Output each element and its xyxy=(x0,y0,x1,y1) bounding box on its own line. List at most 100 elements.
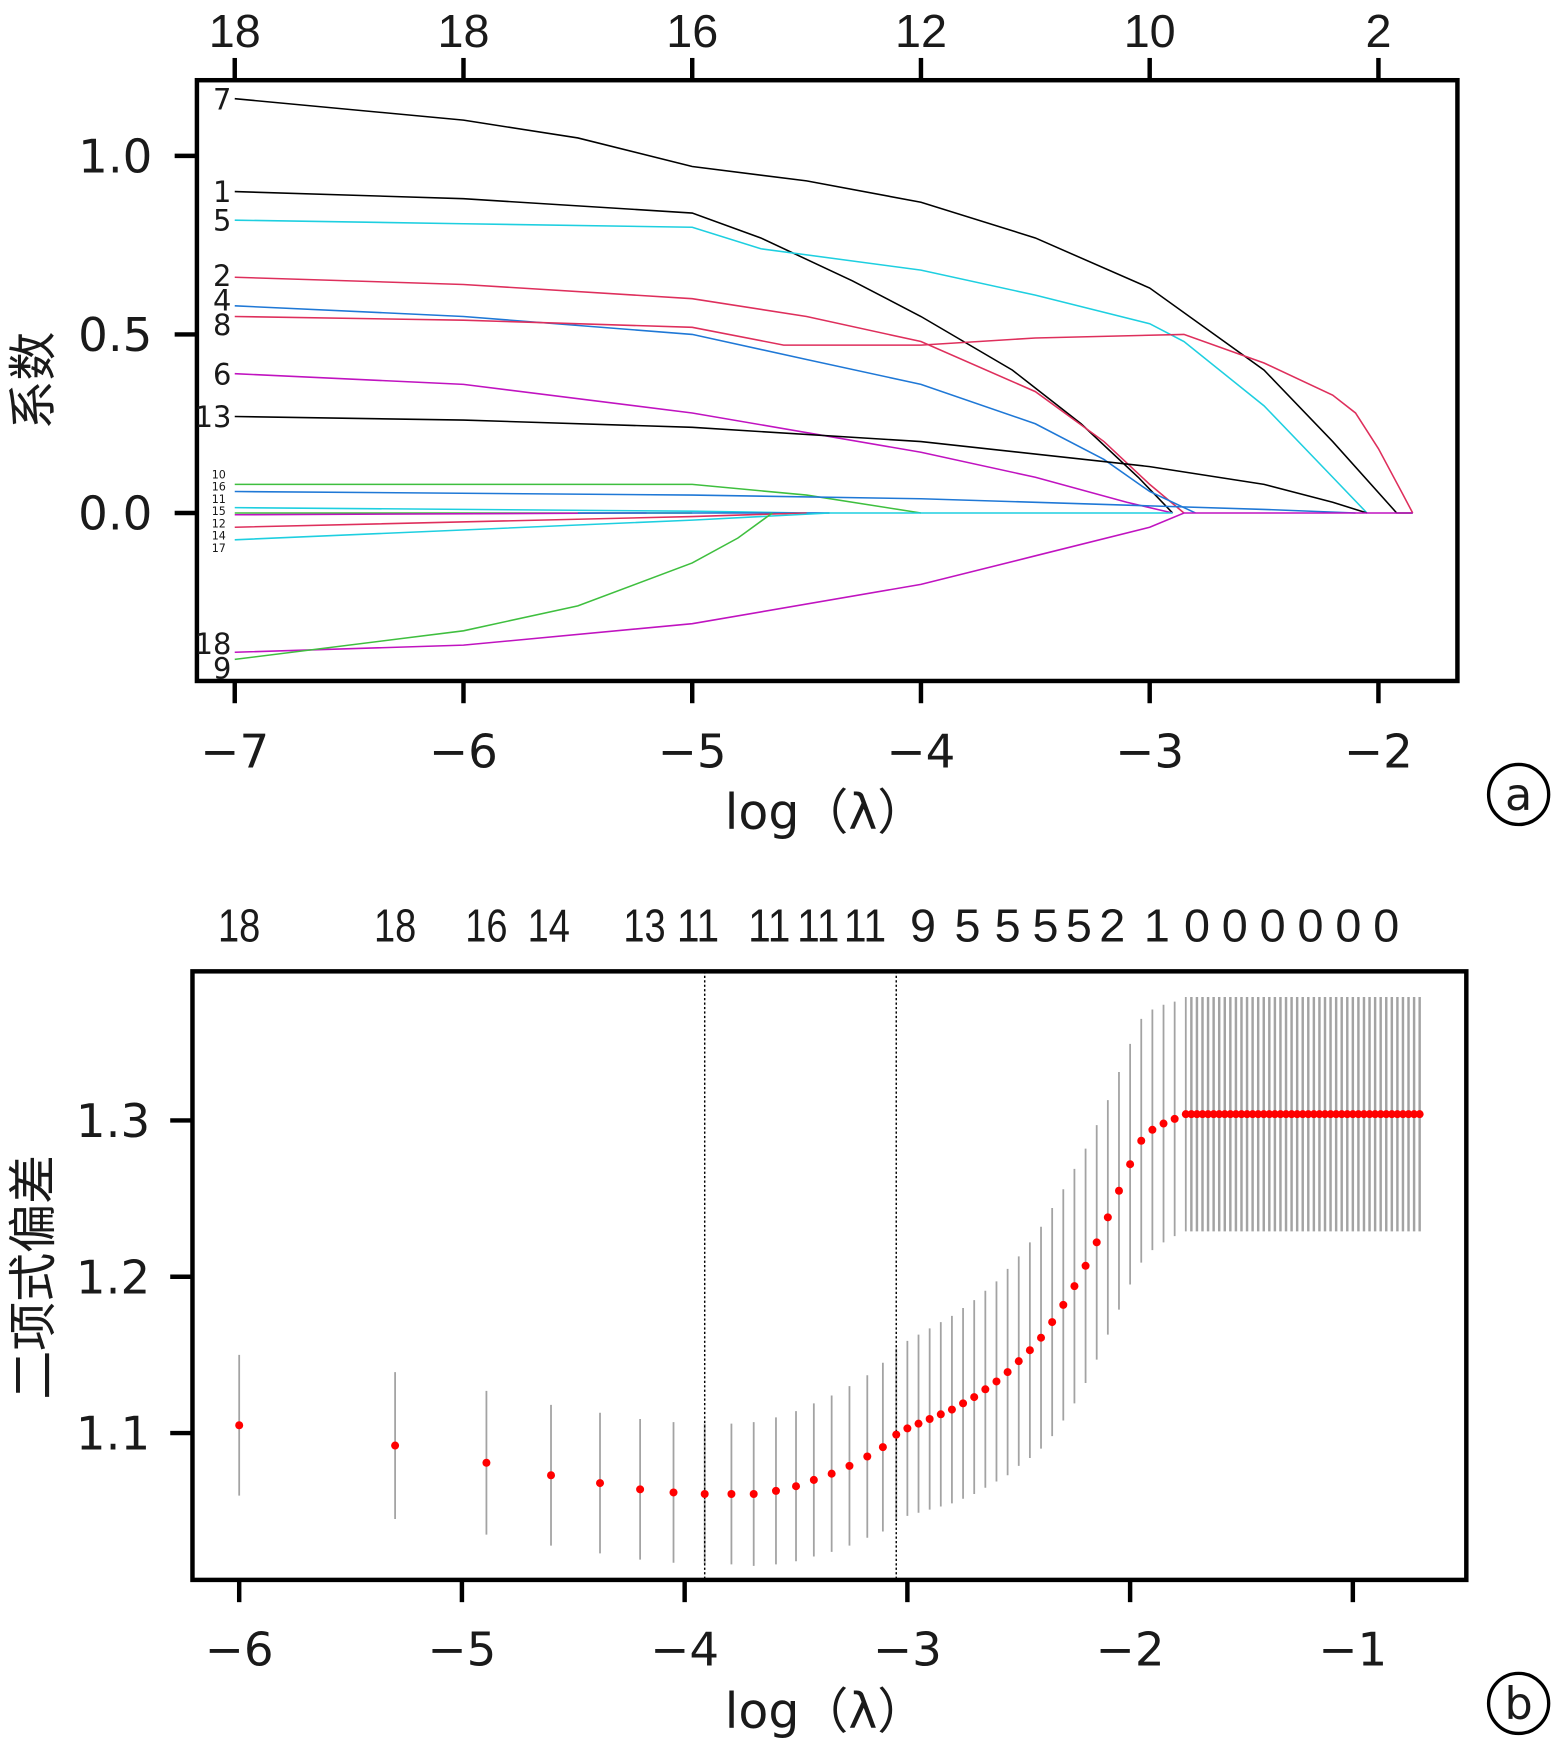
variable-label: 7 xyxy=(213,82,231,116)
coef-path-var-2 xyxy=(234,276,1185,514)
deviance-point xyxy=(1081,1261,1090,1270)
plot-frame xyxy=(194,77,1460,684)
variable-label: 9 xyxy=(213,652,231,686)
coef-path-var-17 xyxy=(234,512,830,541)
panel-label-circle xyxy=(1486,1671,1551,1736)
deviance-point xyxy=(1187,1110,1196,1119)
y-axis-title: 二项式偏差 xyxy=(5,1155,62,1400)
deviance-point xyxy=(1204,1110,1213,1119)
deviance-point xyxy=(1415,1110,1424,1119)
deviance-point xyxy=(1326,1110,1335,1119)
variable-label: 5 xyxy=(213,204,231,238)
variable-label: 16 xyxy=(212,481,226,494)
variable-label: 15 xyxy=(212,505,226,518)
deviance-point xyxy=(1387,1110,1396,1119)
deviance-point xyxy=(1025,1346,1034,1355)
x-tick-label: −5 xyxy=(658,726,727,780)
coef-path-var-6 xyxy=(234,372,1173,514)
top-axis-label: 11 xyxy=(677,899,719,951)
y-tick-label: 0.5 xyxy=(78,309,152,363)
coef-path-var-16 xyxy=(234,490,1356,514)
deviance-point xyxy=(1354,1110,1363,1119)
variable-label: 6 xyxy=(213,357,231,391)
deviance-point xyxy=(1287,1110,1296,1119)
variable-label: 12 xyxy=(212,517,226,530)
deviance-point xyxy=(1282,1110,1291,1119)
deviance-point xyxy=(1114,1186,1123,1195)
deviance-point xyxy=(700,1490,709,1499)
deviance-point xyxy=(903,1424,912,1433)
deviance-point xyxy=(947,1405,956,1414)
deviance-point xyxy=(1070,1282,1079,1291)
x-axis-title: log（λ） xyxy=(725,784,926,841)
variable-label: 18 xyxy=(195,627,232,661)
x-tick-label: −2 xyxy=(1344,726,1413,780)
top-axis-label: 9 xyxy=(910,899,936,951)
deviance-point xyxy=(1404,1110,1413,1119)
deviance-point xyxy=(925,1414,934,1423)
top-axis-label: 18 xyxy=(437,5,489,57)
variable-label: 4 xyxy=(213,283,231,317)
deviance-point xyxy=(1298,1110,1307,1119)
deviance-point xyxy=(1393,1110,1402,1119)
deviance-point xyxy=(1103,1213,1112,1222)
deviance-point xyxy=(391,1441,400,1450)
deviance-point xyxy=(1248,1110,1257,1119)
variable-label: 14 xyxy=(212,530,226,543)
coef-path-var-14 xyxy=(234,512,807,529)
coefficient-path-panel: 71524861310161115121417189−718−618−516−4… xyxy=(5,5,1551,841)
deviance-point xyxy=(1198,1110,1207,1119)
y-tick-label: 1.3 xyxy=(76,1095,150,1149)
top-axis-label: 18 xyxy=(218,899,260,951)
deviance-point xyxy=(878,1443,887,1452)
top-axis-label: 16 xyxy=(465,899,507,951)
deviance-point xyxy=(1092,1238,1101,1247)
deviance-point xyxy=(1270,1110,1279,1119)
y-tick-label: 0.0 xyxy=(78,488,152,542)
deviance-point xyxy=(1304,1110,1313,1119)
deviance-point xyxy=(892,1430,901,1439)
top-axis-label: 5 xyxy=(955,899,981,951)
top-axis-label: 2 xyxy=(1365,5,1391,57)
deviance-point xyxy=(1181,1110,1190,1119)
deviance-point xyxy=(727,1490,736,1499)
top-axis-label: 0 xyxy=(1222,899,1248,951)
deviance-point xyxy=(1215,1110,1224,1119)
deviance-point xyxy=(1276,1110,1285,1119)
coef-path-var-18 xyxy=(234,512,1413,654)
x-tick-label: −6 xyxy=(429,726,498,780)
cross-validation-panel: −6 −5 −4 −3 −2 −11.11.21.318 18 16 14 13 11 11 11 11 9… xyxy=(5,899,1551,1740)
x-axis-title: log（λ） xyxy=(725,1683,926,1740)
deviance-point xyxy=(981,1385,990,1394)
top-axis-label: 0 xyxy=(1184,899,1210,951)
deviance-point xyxy=(1371,1110,1380,1119)
deviance-point xyxy=(1226,1110,1235,1119)
top-axis-label: 5 xyxy=(995,899,1021,951)
variable-label: 8 xyxy=(213,308,231,342)
coef-path-var-11 xyxy=(234,506,1173,514)
variable-label: 2 xyxy=(213,259,231,293)
panel-label: a xyxy=(1505,770,1532,821)
deviance-point xyxy=(792,1482,801,1491)
variable-label: 11 xyxy=(212,493,226,506)
x-tick-label: −4 xyxy=(650,1624,719,1678)
variable-label: 13 xyxy=(195,400,232,434)
top-axis-label: 1 xyxy=(1144,899,1170,951)
deviance-point xyxy=(1014,1357,1023,1366)
deviance-point xyxy=(1059,1300,1068,1309)
deviance-point xyxy=(1220,1110,1229,1119)
deviance-point xyxy=(1382,1110,1391,1119)
top-axis-label: 11 xyxy=(797,899,839,951)
deviance-point xyxy=(1376,1110,1385,1119)
y-tick-label: 1.0 xyxy=(78,131,152,185)
deviance-point xyxy=(959,1399,968,1408)
deviance-point xyxy=(809,1475,818,1484)
deviance-point xyxy=(1137,1136,1146,1145)
deviance-point xyxy=(1359,1110,1368,1119)
coef-path-var-7 xyxy=(234,97,1413,514)
top-axis-label: 12 xyxy=(895,5,947,57)
top-axis-label: 0 xyxy=(1298,899,1324,951)
deviance-point xyxy=(482,1458,491,1467)
top-axis-label: 2 xyxy=(1099,899,1125,951)
top-axis-label: 10 xyxy=(1124,5,1176,57)
